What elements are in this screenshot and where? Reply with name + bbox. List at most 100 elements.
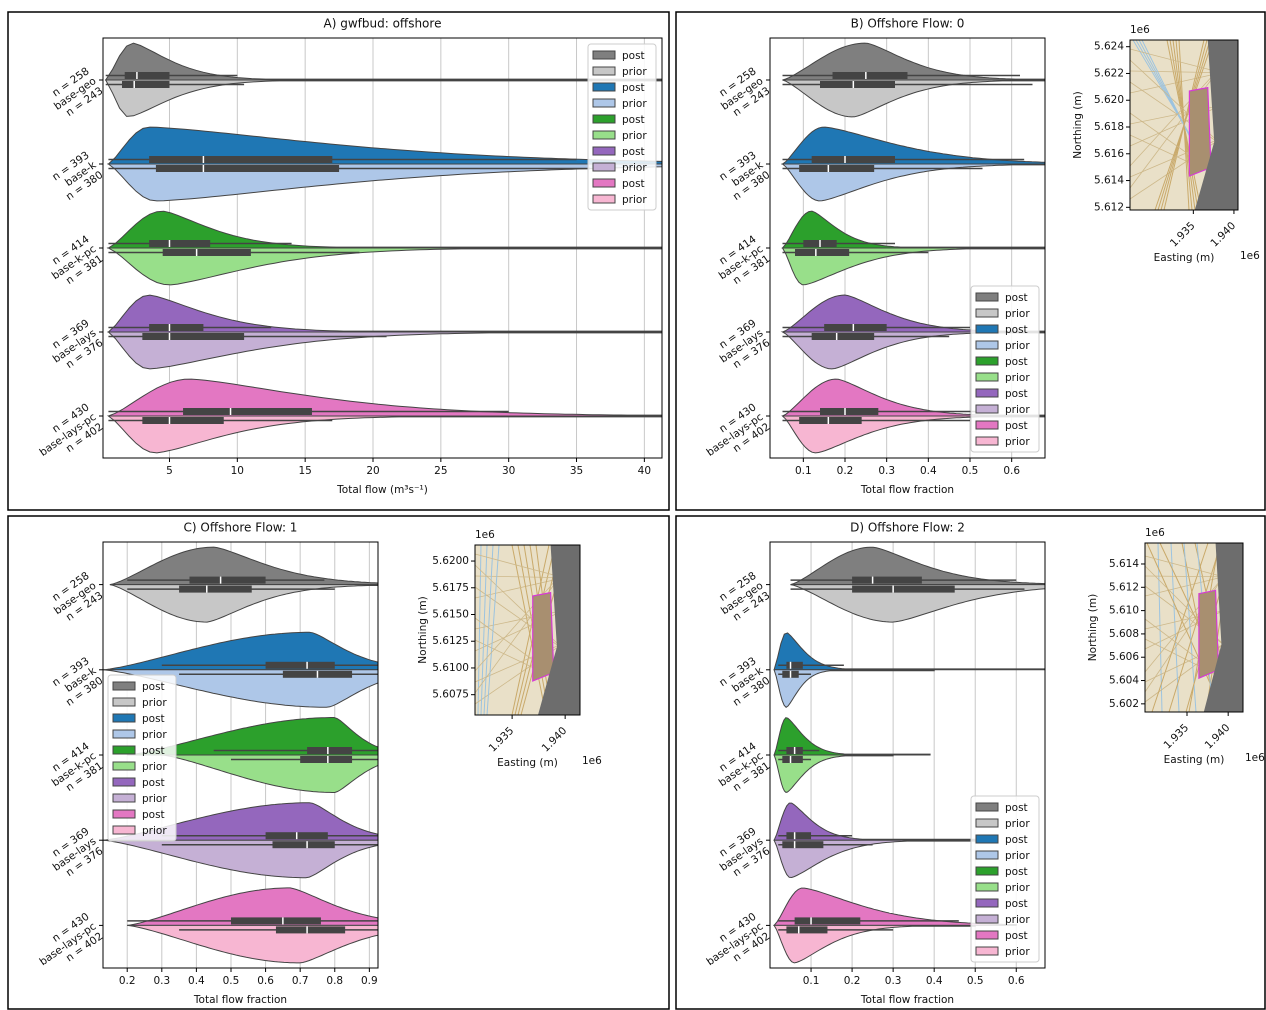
box xyxy=(179,586,252,593)
legend-swatch xyxy=(976,293,998,301)
box xyxy=(266,662,335,669)
legend-swatch xyxy=(976,851,998,859)
legend-label: post xyxy=(1005,898,1028,910)
legend-swatch xyxy=(976,325,998,333)
y-tick-label: 5.612 xyxy=(1094,201,1124,213)
legend-label: prior xyxy=(1005,914,1030,926)
x-axis-label: Easting (m) xyxy=(497,757,558,769)
legend-swatch xyxy=(976,421,998,429)
legend-label: prior xyxy=(1005,946,1030,958)
x-axis-label: Total flow fraction xyxy=(860,994,954,1006)
x-offset: 1e6 xyxy=(582,755,602,767)
box xyxy=(782,756,803,763)
box xyxy=(307,747,352,754)
legend-swatch xyxy=(976,373,998,381)
x-tick-label: 10 xyxy=(231,465,244,477)
violin xyxy=(106,80,662,116)
y-tick-label: 5.618 xyxy=(1094,121,1124,133)
box xyxy=(786,662,802,669)
x-axis-label: Easting (m) xyxy=(1164,754,1225,766)
x-tick-label: 0.6 xyxy=(257,975,274,987)
y-tick-label: 5.608 xyxy=(1109,628,1139,640)
legend-label: prior xyxy=(142,729,167,741)
legend-swatch xyxy=(976,437,998,445)
y-axis-label: Northing (m) xyxy=(1072,91,1084,158)
legend-label: post xyxy=(1005,802,1028,814)
map-model-area xyxy=(533,593,554,681)
box xyxy=(142,417,223,424)
y-offset: 1e6 xyxy=(1145,527,1165,539)
box xyxy=(799,417,862,424)
violin xyxy=(106,43,662,80)
legend-swatch xyxy=(593,179,615,187)
legend-swatch xyxy=(976,405,998,413)
legend-label: prior xyxy=(622,66,647,78)
legend-label: post xyxy=(622,50,645,62)
y-tick-label: 5.614 xyxy=(1109,558,1139,570)
y-tick-label: 5.604 xyxy=(1109,675,1139,687)
y-tick-label: 5.6175 xyxy=(432,582,469,594)
y-axis-label: Northing (m) xyxy=(1087,594,1099,661)
box xyxy=(782,841,823,848)
legend-swatch xyxy=(113,826,135,834)
legend-swatch xyxy=(976,899,998,907)
box xyxy=(149,156,332,163)
legend-label: prior xyxy=(1005,882,1030,894)
legend-swatch xyxy=(976,389,998,397)
legend-swatch xyxy=(976,883,998,891)
legend-label: prior xyxy=(142,697,167,709)
y-tick-label: 5.602 xyxy=(1109,698,1139,710)
legend-label: post xyxy=(622,146,645,158)
y-tick-label: 5.6125 xyxy=(432,635,469,647)
y-tick-label: 5.6150 xyxy=(432,608,469,620)
plot-area xyxy=(106,43,662,453)
box xyxy=(812,333,875,340)
x-tick-label: 40 xyxy=(638,465,651,477)
x-tick-label: 35 xyxy=(570,465,583,477)
x-tick-label: 0.4 xyxy=(926,975,943,987)
x-tick-label: 0.6 xyxy=(1008,975,1025,987)
figure: A) gwfbud: offshore510152025303540Total … xyxy=(0,0,1266,1010)
x-tick-label: 0.3 xyxy=(153,975,170,987)
legend-label: post xyxy=(1005,356,1028,368)
box xyxy=(183,408,312,415)
y-offset: 1e6 xyxy=(475,529,495,541)
legend-swatch xyxy=(976,357,998,365)
y-tick-label: 5.614 xyxy=(1094,175,1124,187)
x-tick-label: 1.940 xyxy=(1203,722,1233,752)
box xyxy=(820,408,878,415)
legend-swatch xyxy=(976,309,998,317)
legend-label: prior xyxy=(1005,404,1030,416)
y-offset: 1e6 xyxy=(1130,24,1150,36)
legend-swatch xyxy=(113,714,135,722)
box xyxy=(231,917,321,924)
x-tick-label: 0.1 xyxy=(795,465,812,477)
y-tick-label: 5.610 xyxy=(1109,605,1139,617)
legend-swatch xyxy=(976,819,998,827)
legend-swatch xyxy=(113,698,135,706)
y-tick-label: 5.606 xyxy=(1109,651,1139,663)
box xyxy=(852,577,922,584)
legend-swatch xyxy=(593,115,615,123)
x-tick-label: 0.2 xyxy=(844,975,861,987)
legend-label: post xyxy=(142,681,165,693)
x-axis-label: Total flow fraction xyxy=(860,484,954,496)
violin xyxy=(103,840,378,878)
x-tick-label: 0.7 xyxy=(292,975,309,987)
x-tick-label: 1.935 xyxy=(1168,220,1198,250)
x-tick-label: 0.9 xyxy=(361,975,378,987)
x-tick-label: 15 xyxy=(298,465,311,477)
y-tick-label: 5.622 xyxy=(1094,67,1124,79)
x-tick-label: 0.6 xyxy=(1003,465,1020,477)
x-axis-label: Easting (m) xyxy=(1154,252,1215,264)
legend-label: prior xyxy=(1005,818,1030,830)
box xyxy=(272,841,334,848)
legend-label: post xyxy=(622,178,645,190)
legend-swatch xyxy=(593,131,615,139)
legend-label: prior xyxy=(142,761,167,773)
x-tick-label: 0.8 xyxy=(326,975,343,987)
box xyxy=(149,240,210,247)
legend-swatch xyxy=(593,163,615,171)
y-tick-label: 5.616 xyxy=(1094,148,1124,160)
box xyxy=(125,72,170,79)
